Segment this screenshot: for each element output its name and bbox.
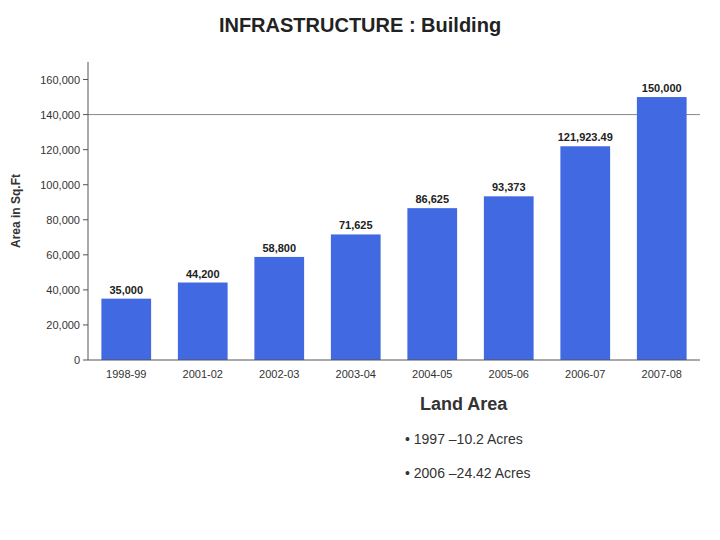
y-tick [83,184,88,185]
y-tick-label: 100,000 [40,179,80,191]
annotation: • 1997 –10.2 Acres [405,431,523,447]
y-tick [83,114,88,115]
data-label: 150,000 [642,82,682,94]
x-tick-label: 2006-07 [565,368,605,380]
y-tick-label: 0 [74,354,80,366]
data-label: 121,923.49 [558,131,613,143]
y-tick [83,79,88,80]
y-axis-ticks: 0 20,000 40,000 60,000 80,000 100,000 120,000 1… [40,74,88,366]
x-tick-label: 2002-03 [259,368,299,380]
data-labels: 35,000 44,200 58,800 71,625 86,625 93,373 121,… [109,82,681,296]
y-tick-label: 80,000 [46,214,80,226]
bar [484,196,534,360]
bar [637,97,687,360]
y-axis-line [88,62,89,360]
data-label: 93,373 [492,181,526,193]
plot-area [88,97,700,360]
x-axis-line [88,360,700,361]
x-tick-label: 2007-08 [642,368,682,380]
y-tick-label: 120,000 [40,144,80,156]
y-tick-label: 60,000 [46,249,80,261]
bar [331,234,381,360]
x-axis-ticks: 1998-99 2001-02 2002-03 2003-04 2004-05 2005-… [106,368,682,380]
y-tick [83,254,88,255]
bar [407,208,457,360]
bar [560,146,610,360]
y-tick-label: 40,000 [46,284,80,296]
y-tick-label: 160,000 [40,74,80,86]
y-axis-label: Area in Sq.Ft [9,174,23,248]
data-label: 35,000 [109,284,143,296]
data-label: 71,625 [339,219,373,231]
x-tick-label: 2005-06 [489,368,529,380]
reference-line [88,114,700,115]
bar [254,257,304,360]
y-tick [83,360,88,361]
annotation-title: Land Area [420,394,508,414]
x-tick-label: 2003-04 [336,368,376,380]
chart-container: INFRASTRUCTURE : Building 0 20,000 40,000 60… [0,0,720,540]
annotation: • 2006 –24.42 Acres [405,465,531,481]
title: INFRASTRUCTURE : Building [219,14,501,36]
bar [178,283,228,360]
x-tick-label: 1998-99 [106,368,146,380]
y-tick [83,324,88,325]
annotations: Land Area • 1997 –10.2 Acres • 2006 –24.42… [405,394,531,481]
y-tick-label: 20,000 [46,319,80,331]
x-tick-label: 2004-05 [412,368,452,380]
y-tick [83,289,88,290]
y-tick-label: 140,000 [40,109,80,121]
x-tick-label: 2001-02 [183,368,223,380]
chart: INFRASTRUCTURE : Building 0 20,000 40,000 60… [0,0,720,540]
bar [101,299,151,360]
data-label: 58,800 [262,242,296,254]
data-label: 44,200 [186,268,220,280]
y-tick [83,149,88,150]
y-tick [83,219,88,220]
data-label: 86,625 [415,193,449,205]
